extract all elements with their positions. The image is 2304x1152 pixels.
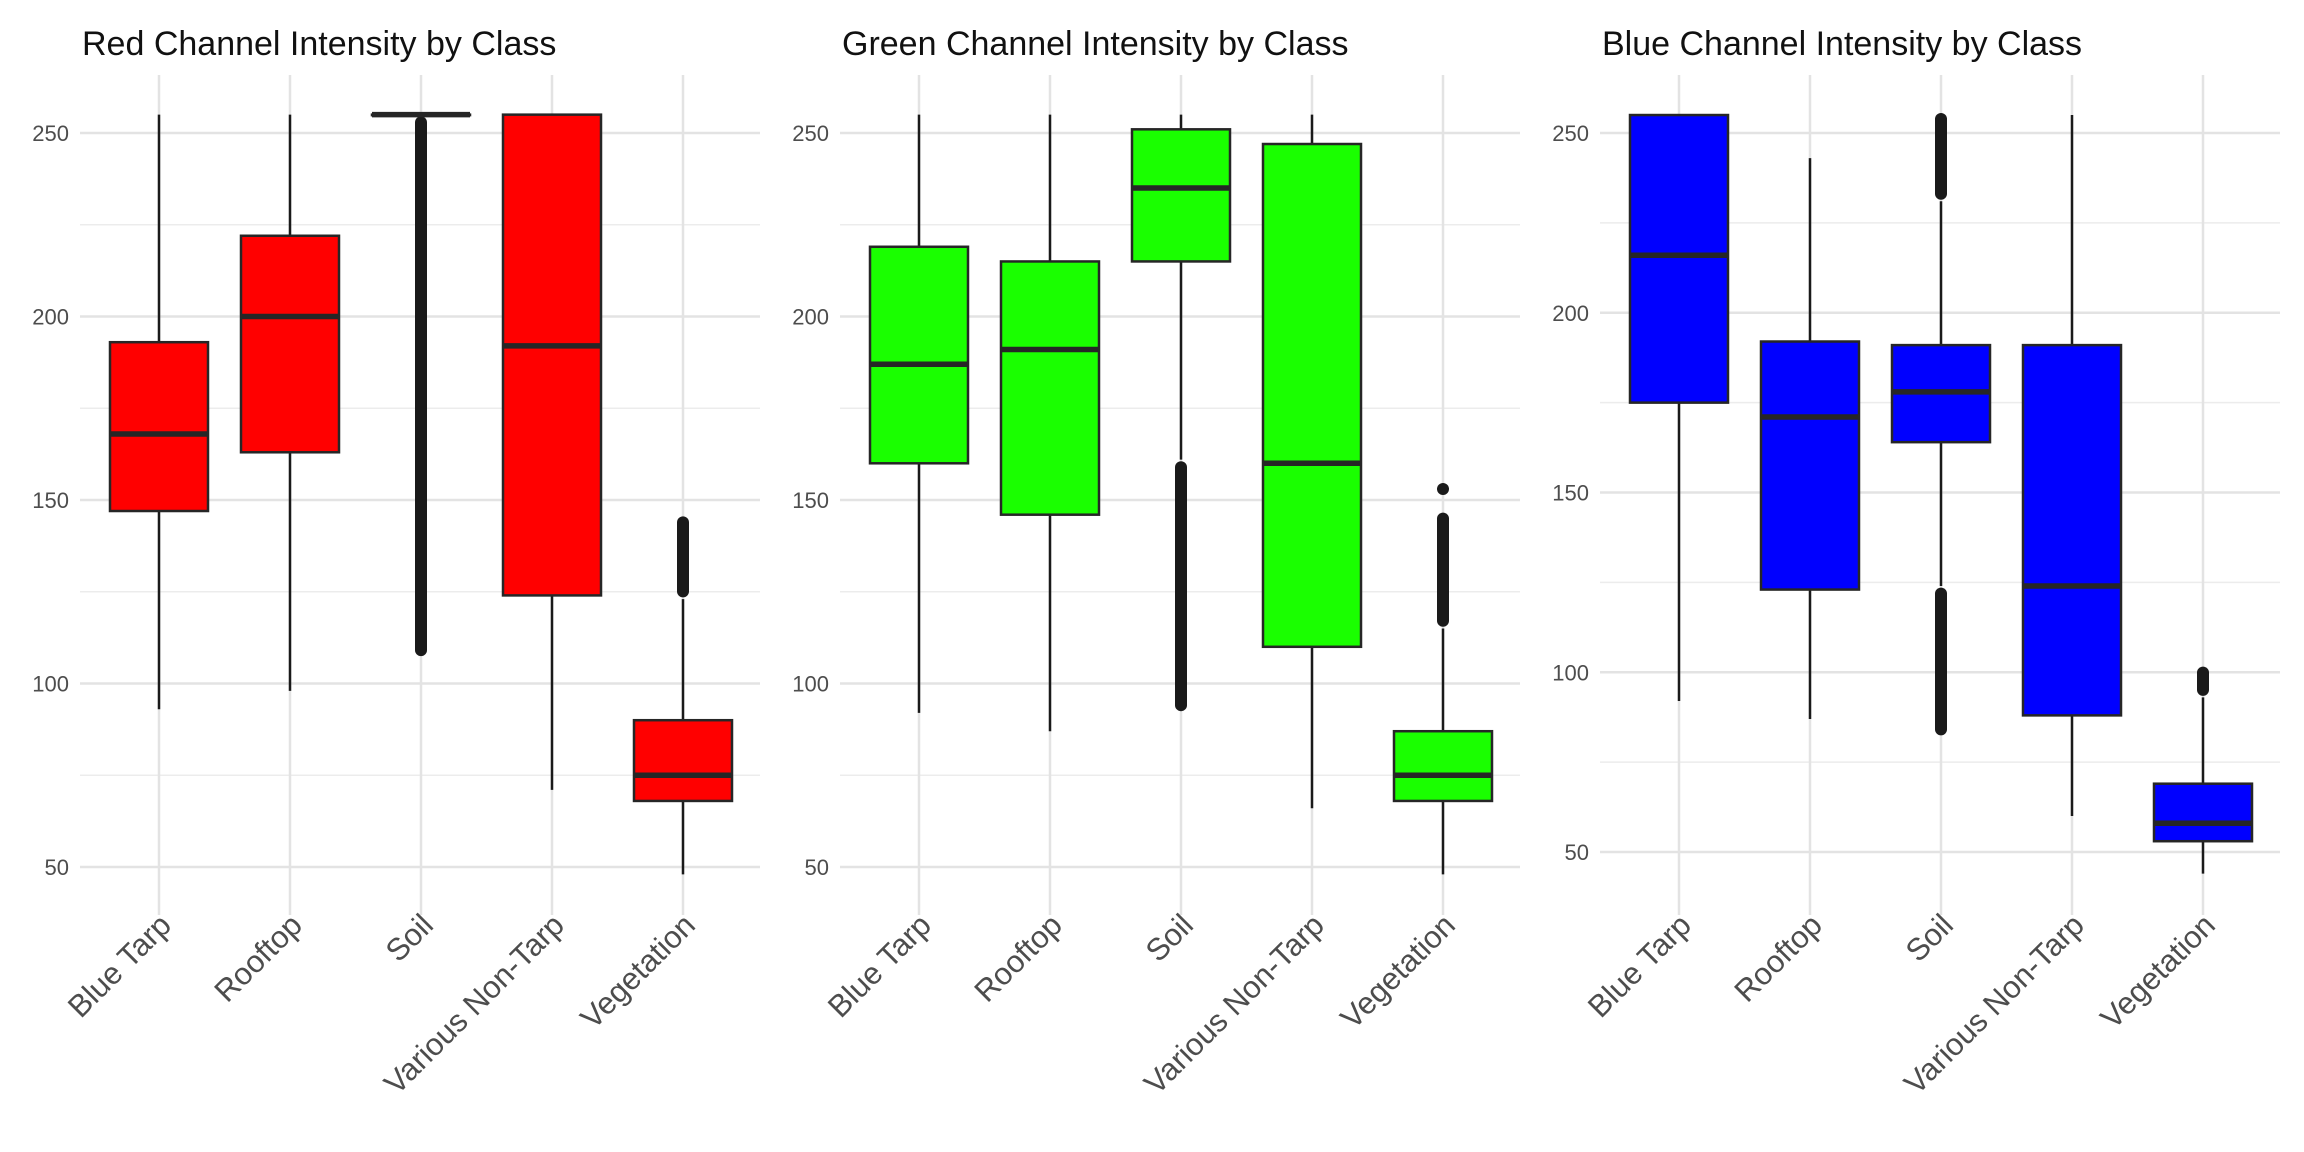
panel-2: Green Channel Intensity by Class 50 100 150… [792, 25, 1520, 1101]
x-tick-label: Rooftop [1727, 907, 1829, 1009]
box-various-non-tarp [1261, 114, 1363, 809]
x-tick-label: Blue Tarp [821, 907, 938, 1024]
y-tick-label: 150 [32, 488, 69, 513]
outlier-band [1935, 587, 1947, 736]
y-tick-label: 200 [1552, 301, 1589, 326]
x-tick-label: Rooftop [967, 907, 1069, 1009]
box-blue-tarp [108, 114, 210, 710]
box-body [1392, 729, 1494, 803]
outlier-band [415, 116, 427, 657]
panel-title: Green Channel Intensity by Class [842, 25, 1348, 63]
box-soil [370, 111, 472, 657]
y-tick-label: 250 [792, 121, 829, 146]
panel-title: Blue Channel Intensity by Class [1602, 25, 2082, 63]
x-tick-label: Vegetation [2094, 907, 2222, 1035]
x-tick-label: Soil [1139, 907, 1200, 968]
outlier-point [1437, 482, 1449, 495]
box-blue-tarp [868, 114, 970, 713]
box-soil [1130, 114, 1232, 712]
y-tick-label: 150 [792, 488, 829, 513]
outlier-band [677, 516, 689, 598]
box-body [239, 234, 341, 454]
y-tick-label: 200 [32, 305, 69, 330]
box-body [2152, 782, 2254, 843]
box-various-non-tarp [2021, 115, 2123, 817]
box-body [2021, 343, 2123, 717]
outlier-band [1935, 113, 1947, 200]
box-body [1628, 113, 1730, 404]
box-body [999, 260, 1101, 516]
x-tick-label: Rooftop [207, 907, 309, 1009]
box-body [501, 113, 603, 597]
y-tick-label: 150 [1552, 481, 1589, 506]
box-vegetation [1392, 482, 1494, 875]
panel-1: Red Channel Intensity by Class 50 100 150 20… [32, 25, 760, 1101]
x-tick-label: Vegetation [574, 907, 702, 1035]
panel-3: Blue Channel Intensity by Class 50 100 150 2… [1552, 25, 2280, 1101]
x-tick-label: Soil [379, 907, 440, 968]
y-tick-label: 200 [792, 305, 829, 330]
box-vegetation [2152, 666, 2254, 874]
y-tick-label: 100 [792, 672, 829, 697]
box-body [108, 340, 210, 513]
box-body [632, 718, 734, 803]
x-tick-label: Blue Tarp [1581, 907, 1698, 1024]
box-body [1759, 340, 1861, 591]
y-tick-label: 100 [1552, 660, 1589, 685]
box-rooftop [1759, 158, 1861, 719]
y-tick-label: 250 [1552, 121, 1589, 146]
y-tick-label: 100 [32, 672, 69, 697]
box-body [1130, 128, 1232, 263]
panel-title: Red Channel Intensity by Class [82, 25, 556, 63]
y-tick-label: 50 [1565, 840, 1589, 865]
outlier-band [1175, 461, 1187, 712]
box-body [868, 245, 970, 465]
box-vegetation [632, 516, 734, 875]
box-rooftop [999, 114, 1101, 732]
box-body [1261, 142, 1363, 649]
y-tick-label: 250 [32, 121, 69, 146]
x-tick-label: Blue Tarp [61, 907, 178, 1024]
y-tick-label: 50 [805, 855, 829, 880]
box-various-non-tarp [501, 113, 603, 790]
x-tick-label: Soil [1899, 907, 1960, 968]
box-soil [1890, 113, 1992, 736]
outlier-band [2197, 666, 2209, 696]
box-rooftop [239, 114, 341, 691]
box-blue-tarp [1628, 113, 1730, 702]
x-tick-label: Vegetation [1334, 907, 1462, 1035]
outlier-band [1437, 512, 1449, 627]
y-tick-label: 50 [45, 855, 69, 880]
